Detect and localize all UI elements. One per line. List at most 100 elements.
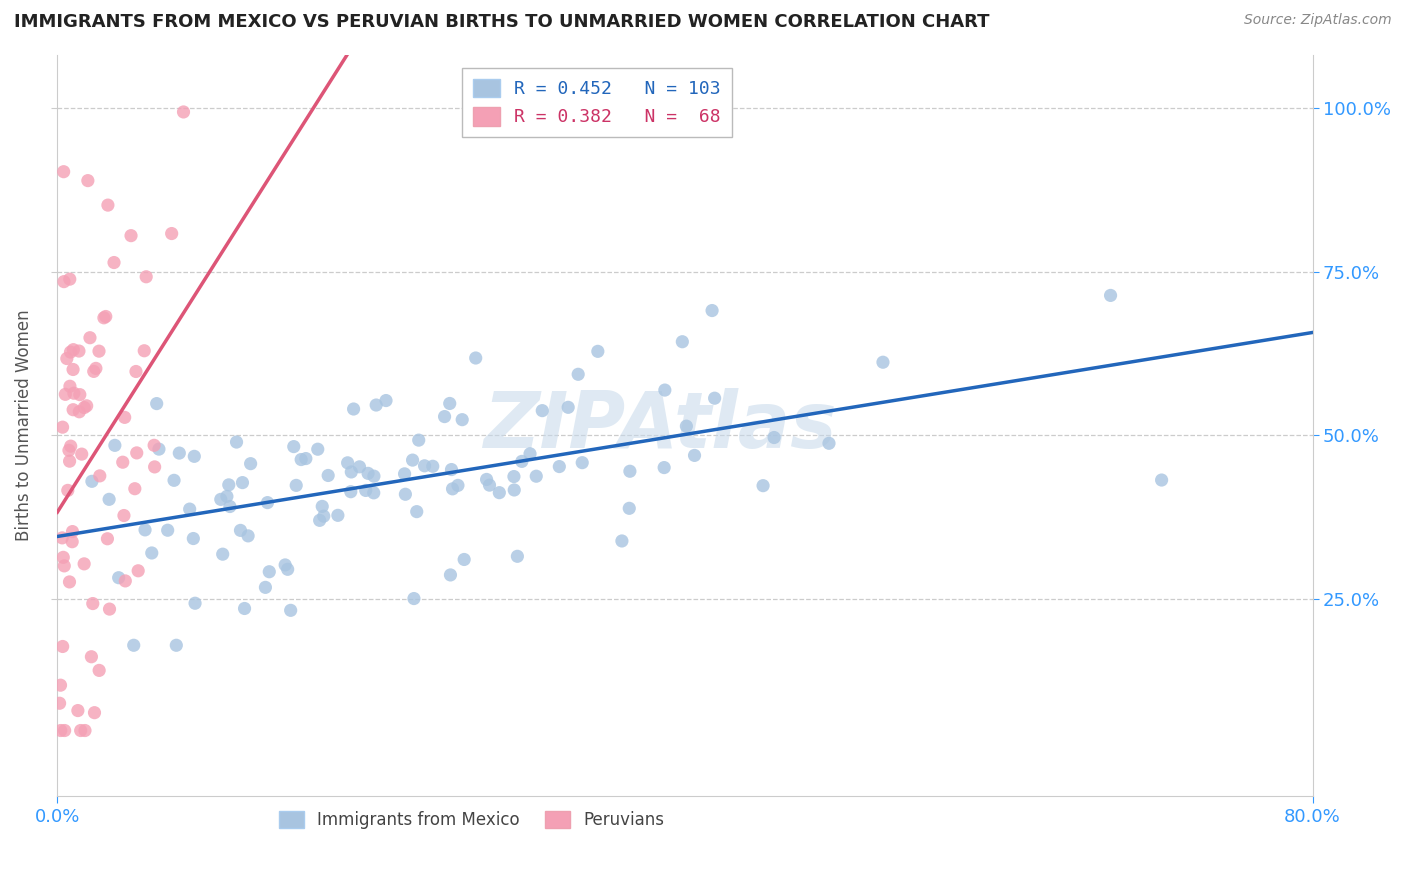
Point — [464, 351, 486, 365]
Point — [107, 571, 129, 585]
Point — [447, 478, 470, 492]
Point — [125, 364, 148, 378]
Point — [163, 473, 186, 487]
Point — [236, 529, 259, 543]
Point — [98, 492, 121, 507]
Point — [114, 574, 136, 588]
Point — [451, 412, 474, 426]
Point — [557, 401, 579, 415]
Point — [82, 597, 104, 611]
Point — [98, 602, 121, 616]
Point — [183, 532, 205, 546]
Point — [548, 459, 571, 474]
Point — [567, 368, 589, 382]
Point — [336, 456, 359, 470]
Point — [84, 361, 107, 376]
Point — [1099, 288, 1122, 302]
Point — [83, 706, 105, 720]
Point — [700, 303, 723, 318]
Point — [219, 500, 242, 514]
Point — [401, 453, 423, 467]
Point — [439, 396, 461, 410]
Point — [339, 484, 361, 499]
Point — [675, 419, 697, 434]
Point — [96, 532, 118, 546]
Point — [127, 564, 149, 578]
Point — [134, 523, 156, 537]
Point — [285, 478, 308, 492]
Point — [349, 459, 371, 474]
Point — [394, 467, 416, 481]
Point — [59, 439, 82, 453]
Point — [169, 446, 191, 460]
Point — [1150, 473, 1173, 487]
Point — [53, 387, 76, 401]
Text: IMMIGRANTS FROM MEXICO VS PERUVIAN BIRTHS TO UNMARRIED WOMEN CORRELATION CHART: IMMIGRANTS FROM MEXICO VS PERUVIAN BIRTH… — [14, 13, 990, 31]
Point — [143, 438, 166, 452]
Point — [524, 469, 547, 483]
Point — [312, 509, 335, 524]
Point — [311, 500, 333, 514]
Point — [184, 596, 207, 610]
Point — [441, 482, 464, 496]
Point — [49, 678, 72, 692]
Point — [586, 344, 609, 359]
Point — [80, 475, 103, 489]
Point — [62, 362, 84, 376]
Point — [124, 482, 146, 496]
Point — [58, 443, 80, 458]
Point — [52, 420, 75, 434]
Point — [183, 450, 205, 464]
Point — [59, 272, 82, 286]
Point — [619, 464, 641, 478]
Point — [53, 558, 76, 573]
Point — [179, 502, 201, 516]
Point — [233, 601, 256, 615]
Point — [49, 723, 72, 738]
Point — [104, 438, 127, 452]
Point — [76, 399, 98, 413]
Point — [62, 524, 84, 539]
Point — [752, 478, 775, 492]
Point — [52, 640, 75, 654]
Point — [69, 723, 91, 738]
Point — [89, 468, 111, 483]
Point — [405, 505, 427, 519]
Point — [160, 227, 183, 241]
Point — [52, 275, 75, 289]
Point — [58, 574, 80, 589]
Text: ZIPAtlas: ZIPAtlas — [484, 388, 837, 464]
Point — [122, 638, 145, 652]
Point — [478, 478, 501, 492]
Point — [225, 435, 247, 450]
Point — [295, 451, 318, 466]
Point — [316, 468, 339, 483]
Point — [519, 447, 541, 461]
Point — [211, 547, 233, 561]
Point — [60, 534, 83, 549]
Point — [52, 164, 75, 178]
Point — [89, 664, 111, 678]
Point — [141, 546, 163, 560]
Point — [531, 403, 554, 417]
Point — [326, 508, 349, 523]
Point — [58, 454, 80, 468]
Point — [307, 442, 329, 457]
Point — [503, 469, 526, 483]
Point — [76, 173, 98, 187]
Text: Source: ZipAtlas.com: Source: ZipAtlas.com — [1244, 13, 1392, 28]
Point — [439, 568, 461, 582]
Point — [453, 552, 475, 566]
Point — [239, 457, 262, 471]
Point — [56, 351, 79, 366]
Point — [59, 379, 82, 393]
Point — [148, 442, 170, 457]
Point — [215, 489, 238, 503]
Point — [506, 549, 529, 564]
Point — [671, 334, 693, 349]
Point — [143, 459, 166, 474]
Point — [145, 396, 167, 410]
Point — [97, 198, 120, 212]
Point — [408, 433, 430, 447]
Point — [259, 565, 281, 579]
